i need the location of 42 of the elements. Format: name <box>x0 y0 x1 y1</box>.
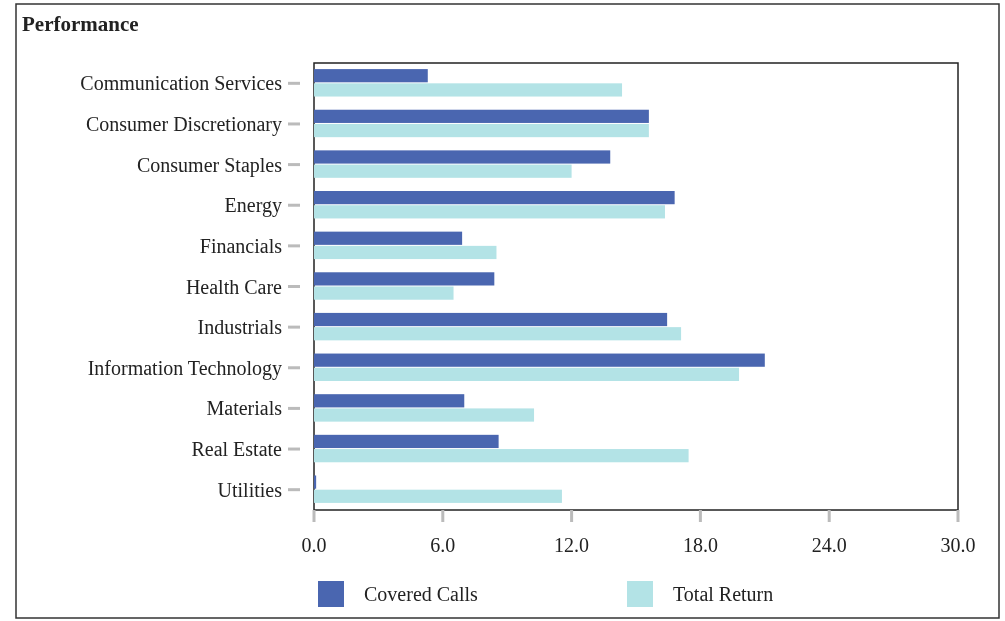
bar <box>314 489 562 503</box>
y-tick-label: Information Technology <box>87 356 282 380</box>
bar <box>314 231 463 245</box>
bar <box>314 394 465 408</box>
bar <box>314 449 689 463</box>
x-tick-label: 30.0 <box>940 534 976 556</box>
bar <box>314 69 428 83</box>
bar <box>314 83 623 97</box>
bar <box>314 191 675 205</box>
x-tick-label: 0.0 <box>301 534 327 556</box>
bar <box>314 312 668 327</box>
legend-label: Total Return <box>673 583 774 605</box>
y-tick-label: Industrials <box>197 316 283 339</box>
x-tick-label: 24.0 <box>811 534 847 556</box>
x-tick-label: 18.0 <box>682 534 718 556</box>
y-tick-label: Real Estate <box>191 438 283 461</box>
bar <box>314 475 317 489</box>
y-tick-label: Financials <box>199 234 283 257</box>
bar <box>314 164 572 178</box>
legend-label: Covered Calls <box>364 583 479 605</box>
y-tick-label: Consumer Discretionary <box>85 112 282 136</box>
bar <box>314 286 454 300</box>
y-tick-label: Materials <box>206 397 283 420</box>
bar <box>314 434 499 449</box>
bar <box>314 245 497 260</box>
x-tick-label: 6.0 <box>430 534 456 556</box>
y-tick-label: Utilities <box>217 478 283 501</box>
text: Performance <box>22 12 139 36</box>
bar <box>314 150 611 164</box>
y-tick-label: Communication Services <box>80 72 283 95</box>
bar <box>314 272 495 286</box>
bar <box>314 109 649 123</box>
y-tick-label: Energy <box>224 194 282 218</box>
bar <box>314 123 649 138</box>
bar <box>314 367 740 381</box>
y-tick-label: Health Care <box>185 275 283 298</box>
bar <box>314 353 765 367</box>
x-tick-label: 12.0 <box>554 534 590 556</box>
bar <box>314 327 682 341</box>
y-tick-label: Consumer Staples <box>137 153 283 177</box>
bar <box>314 205 665 219</box>
bar <box>314 408 535 422</box>
